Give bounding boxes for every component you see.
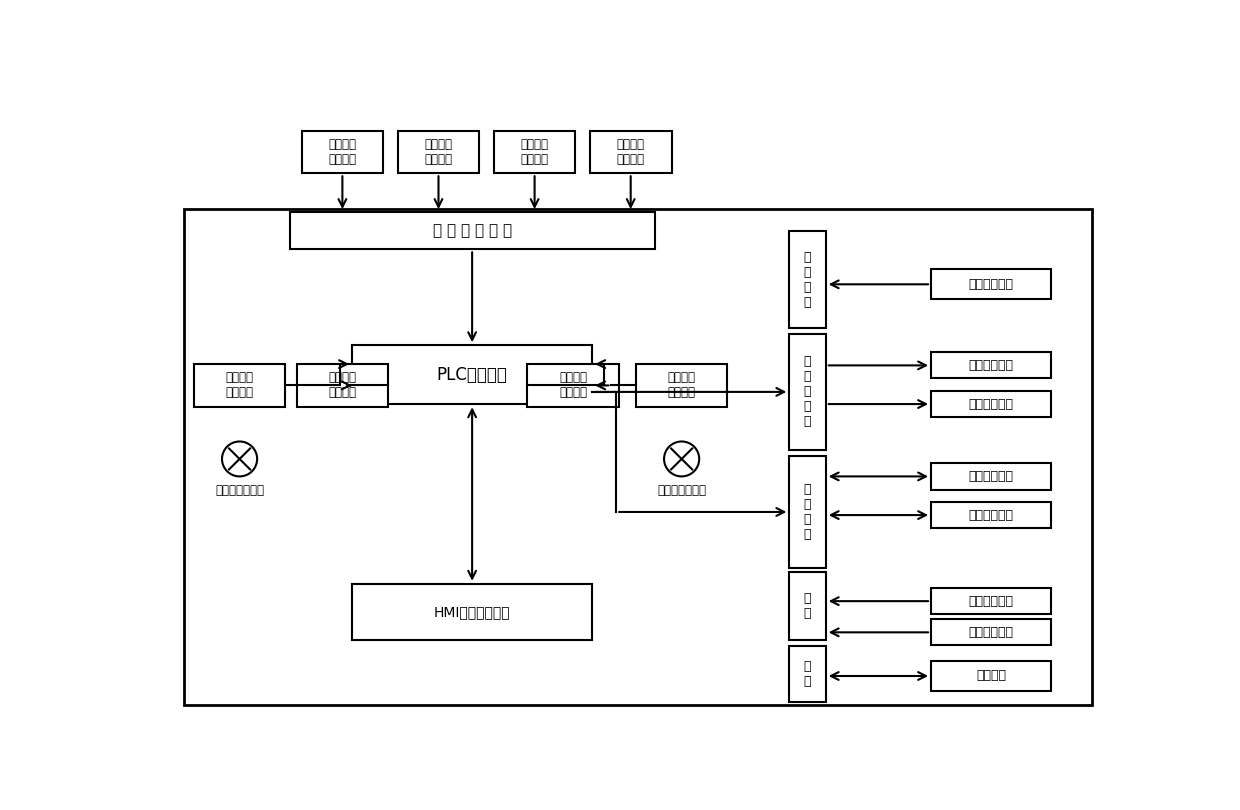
Text: 外部电源输入: 外部电源输入 [968,278,1013,291]
Bar [931,270,1052,299]
Text: 上行故障指示灯: 上行故障指示灯 [215,484,264,497]
Text: 控制中心
开关指令: 控制中心 开关指令 [521,138,548,166]
Bar [931,588,1052,614]
Bar [931,391,1052,417]
Bar [301,131,383,173]
Text: 上行急停
按钮开关: 上行急停 按钮开关 [329,371,356,399]
Text: 上行执行单元: 上行执行单元 [968,359,1013,372]
Bar [931,661,1052,691]
Bar [352,345,593,404]
Bar [527,364,619,407]
Text: 下行执行单元: 下行执行单元 [968,626,1013,639]
Text: 下行执行单元: 下行执行单元 [968,509,1013,522]
Bar [931,619,1052,646]
Bar [789,335,826,450]
Text: 上行模式
转换开关: 上行模式 转换开关 [226,371,253,399]
Bar [352,584,593,640]
Text: 下行故障指示灯: 下行故障指示灯 [657,484,706,497]
Bar [789,232,826,328]
Bar [184,210,1092,706]
Bar [931,502,1052,528]
Bar [296,364,388,407]
Bar [494,131,575,173]
Text: 消控中心
打开指令: 消控中心 打开指令 [329,138,356,166]
Bar [590,131,672,173]
Text: 外 部 指 令 接 口: 外 部 指 令 接 口 [433,224,512,238]
Ellipse shape [222,441,257,476]
Text: 上行执行单元: 上行执行单元 [968,470,1013,483]
Text: 电
源
接
口: 电 源 接 口 [804,250,811,309]
Text: 下行执行单元: 下行执行单元 [968,398,1013,411]
Bar [636,364,728,407]
Text: 下行模式
转换开关: 下行模式 转换开关 [667,371,696,399]
Bar [193,364,285,407]
Bar [398,131,480,173]
Ellipse shape [665,441,699,476]
Bar [931,352,1052,378]
Bar [789,456,826,568]
Text: 节能中心
关闭指令: 节能中心 关闭指令 [424,138,453,166]
Bar [931,463,1052,489]
Text: 预留开关
指令接口: 预留开关 指令接口 [616,138,645,166]
Text: HMI人机交互界面: HMI人机交互界面 [434,605,511,619]
Text: 控
制
线
接
口: 控 制 线 接 口 [804,356,811,428]
Bar [789,646,826,702]
Text: 网
关: 网 关 [804,592,811,620]
Text: 网
关: 网 关 [804,660,811,688]
Bar [789,573,826,640]
Text: 外部系统: 外部系统 [976,670,1006,683]
Text: PLC主控制器: PLC主控制器 [436,366,507,384]
Text: 通
讯
接
口: 通 讯 接 口 [804,483,811,541]
Bar [290,212,655,249]
Text: 下行急停
按钮开关: 下行急停 按钮开关 [559,371,587,399]
Text: 上行执行单元: 上行执行单元 [968,595,1013,608]
